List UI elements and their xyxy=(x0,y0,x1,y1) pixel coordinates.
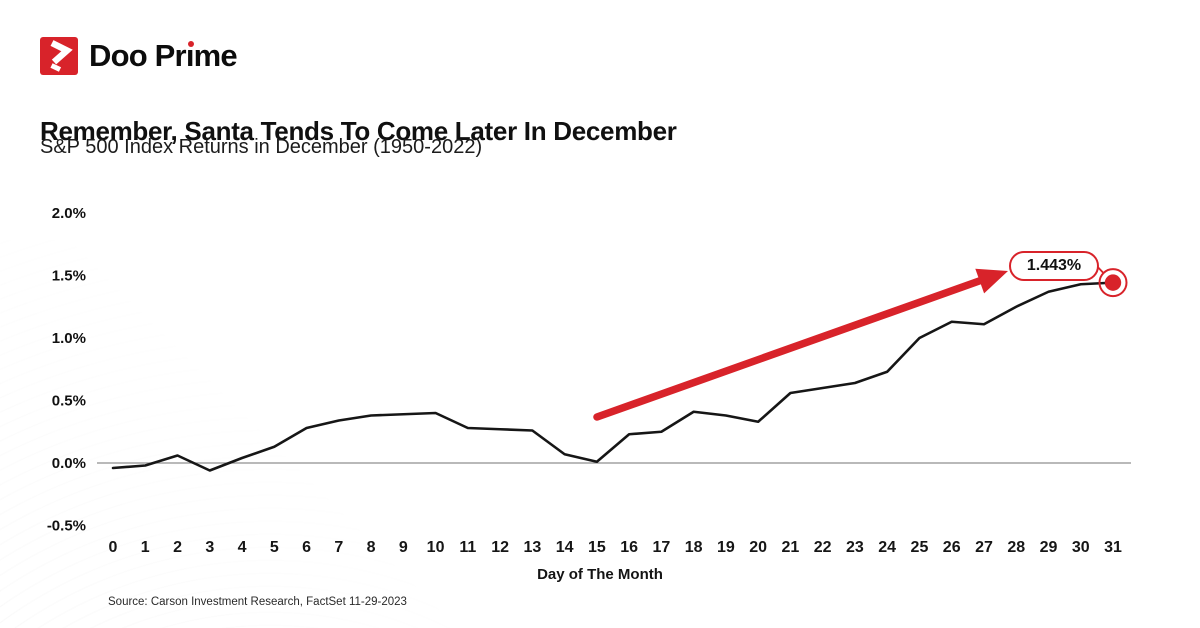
y-tick-label: 2.0% xyxy=(52,205,86,222)
doo-prime-logo: Doo Pr ı me xyxy=(40,37,238,75)
x-tick-label: 31 xyxy=(1104,539,1122,556)
logo-i-dot xyxy=(187,41,194,47)
x-tick-label: 8 xyxy=(367,539,376,556)
x-tick-label: 19 xyxy=(717,539,735,556)
source-note: Source: Carson Investment Research, Fact… xyxy=(108,596,407,608)
x-tick-label: 17 xyxy=(652,539,670,556)
chart-title: Remember, Santa Tends To Come Later In D… xyxy=(40,116,677,147)
x-axis-title: Day of The Month xyxy=(537,566,663,583)
y-tick-label: 0.5% xyxy=(52,393,86,410)
x-tick-label: 29 xyxy=(1040,539,1058,556)
x-tick-label: 14 xyxy=(556,539,574,556)
value-callout: 1.443% xyxy=(1009,251,1099,281)
x-tick-label: 5 xyxy=(270,539,279,556)
end-marker-dot xyxy=(1104,274,1122,291)
trend-arrow-head xyxy=(975,268,1008,294)
x-tick-label: 12 xyxy=(491,539,509,556)
x-tick-label: 10 xyxy=(427,539,445,556)
x-tick-label: 24 xyxy=(878,539,896,556)
doo-prime-logo-icon xyxy=(40,37,78,75)
x-tick-label: 2 xyxy=(173,539,182,556)
doo-prime-wordmark: Doo Pr ı me xyxy=(89,38,238,73)
x-tick-label: 26 xyxy=(943,539,961,556)
x-tick-label: 0 xyxy=(109,539,118,556)
x-tick-label: 15 xyxy=(588,539,606,556)
background-wave-pattern xyxy=(880,0,1200,628)
x-tick-label: 3 xyxy=(205,539,214,556)
end-marker-ring xyxy=(1098,268,1128,298)
x-tick-label: 23 xyxy=(846,539,864,556)
x-tick-label: 1 xyxy=(141,539,150,556)
x-tick-label: 28 xyxy=(1007,539,1025,556)
x-tick-label: 9 xyxy=(399,539,408,556)
x-tick-label: 11 xyxy=(459,539,476,556)
x-tick-label: 16 xyxy=(620,539,638,556)
sp500-december-return-line xyxy=(111,281,1115,472)
chart-subtitle: S&P 500 Index Returns in December (1950-… xyxy=(40,136,483,158)
x-tick-label: 20 xyxy=(749,539,767,556)
x-tick-label: 22 xyxy=(814,539,832,556)
y-tick-label: 1.0% xyxy=(52,330,86,347)
y-tick-label: -0.5% xyxy=(47,518,86,535)
x-tick-label: 30 xyxy=(1072,539,1090,556)
x-tick-label: 25 xyxy=(911,539,929,556)
y-tick-label: 0.0% xyxy=(52,455,86,472)
trend-arrow xyxy=(593,276,986,421)
x-tick-label: 27 xyxy=(975,539,993,556)
y-tick-label: 1.5% xyxy=(52,268,86,285)
x-tick-label: 6 xyxy=(302,539,311,556)
x-tick-label: 13 xyxy=(523,539,541,556)
x-tick-label: 18 xyxy=(685,539,703,556)
x-tick-label: 21 xyxy=(782,539,800,556)
x-tick-label: 7 xyxy=(334,539,343,556)
value-callout-label: 1.443% xyxy=(1026,257,1082,274)
x-tick-label: 4 xyxy=(238,539,247,556)
